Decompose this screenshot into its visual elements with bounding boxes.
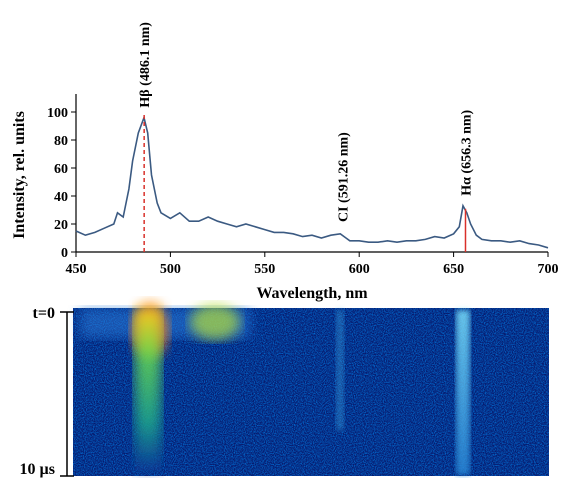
spectrum-line — [75, 114, 549, 249]
spectrogram-streak — [456, 310, 470, 475]
y-tick-label: 0 — [61, 246, 68, 261]
x-axis-label: Wavelength, nm — [256, 285, 368, 302]
y-axis-label: Intensity, rel. units — [11, 111, 28, 239]
spectrogram — [73, 302, 549, 476]
spectrogram-streak — [336, 310, 344, 430]
annotation-label: Hβ (486.1 nm) — [138, 22, 153, 108]
y-tick-label: 40 — [54, 190, 68, 205]
x-tick-label: 600 — [349, 262, 370, 277]
y-tick-label: 60 — [54, 162, 68, 177]
y-tick-label: 80 — [54, 134, 68, 149]
annotation-label: CI (591.26 nm) — [337, 132, 352, 222]
x-tick-label: 700 — [538, 262, 559, 277]
y-tick-label: 20 — [54, 218, 68, 233]
annotation-label: Hα (656.3 nm) — [459, 109, 474, 195]
x-tick-label: 450 — [66, 262, 87, 277]
time-label: t=0 — [33, 305, 55, 322]
time-label: 10 µs — [20, 461, 55, 478]
x-tick-label: 650 — [443, 262, 464, 277]
y-tick-label: 100 — [47, 106, 68, 121]
x-tick-label: 500 — [160, 262, 181, 277]
x-tick-label: 550 — [254, 262, 275, 277]
spectrogram-streak — [135, 310, 161, 470]
spectrogram-hot — [190, 304, 240, 340]
